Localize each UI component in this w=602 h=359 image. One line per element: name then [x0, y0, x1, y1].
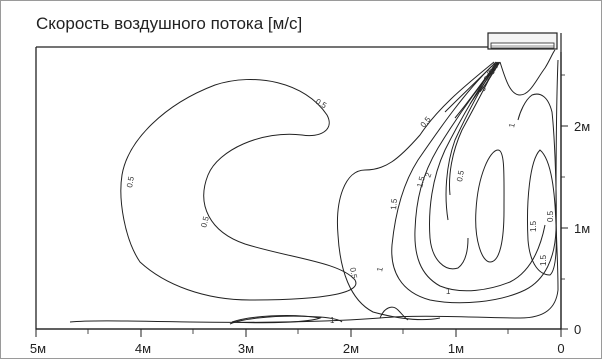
y-tick-1m: 1м: [574, 221, 590, 236]
chart-title: Скорость воздушного потока [м/с]: [36, 14, 303, 33]
contour-label-1.5-b: 1.5: [415, 175, 427, 189]
contour-lines: [69, 49, 559, 325]
contour-1.5-a: [429, 63, 496, 270]
contour-label-0.5-c: 0.5: [199, 215, 211, 229]
contour-1.5-b: [527, 149, 557, 276]
x-tick-5m: 5м: [30, 341, 46, 356]
x-tick-3m: 3м: [238, 341, 254, 356]
contour-label-1-c: 1: [330, 316, 335, 325]
contour-label-1.5-a: 1.5: [389, 198, 399, 210]
indoor-unit-icon: [487, 32, 558, 50]
contour-jet-3: [469, 61, 499, 105]
contour-labels: 0.5 0.5 0.5 0.5 0.5 0.5 0.5 1 1 1 1 1.5 …: [125, 61, 555, 325]
x-tick-4m: 4м: [135, 341, 151, 356]
x-tick-0: 0: [557, 341, 564, 356]
contour-1-main: [391, 65, 557, 304]
contour-label-1-d: 1: [507, 122, 517, 128]
contour-label-0.5-a: 0.5: [314, 97, 329, 111]
contour-floor-bump: [379, 306, 409, 321]
contour-0.5-left: [120, 79, 357, 301]
contour-label-2: 2: [423, 171, 433, 179]
x-tick-2m: 2м: [343, 341, 359, 356]
contour-1-inner: [414, 62, 546, 292]
contour-label-0.5-e: 0.5: [419, 115, 433, 130]
y-tick-0: 0: [574, 322, 581, 337]
contour-1-floor: [229, 315, 343, 325]
contour-label-1.5-d: 1.5: [539, 254, 548, 266]
contour-label-1-a: 1: [375, 266, 385, 272]
contour-label-0.5-d: 0.5: [348, 267, 359, 280]
contour-0.5-right-outer: [336, 61, 495, 321]
contour-label-1-b: 1: [446, 287, 451, 296]
contour-jet-1: [444, 61, 497, 113]
contour-1-floor-loop: [231, 315, 322, 324]
contour-1.5-loop: [475, 149, 505, 263]
contour-jet-2: [454, 61, 498, 119]
contour-right-wall: [555, 59, 559, 291]
contour-label-0.5-g: 0.5: [546, 210, 555, 222]
bottom-axis: [35, 328, 562, 337]
contour-jet-5: [487, 61, 501, 81]
contour-ceiling-right: [499, 49, 556, 96]
contour-label-3: 3: [478, 84, 488, 93]
contour-label-0.5-b: 0.5: [125, 175, 136, 188]
contour-label-0.5-f: 0.5: [455, 169, 466, 182]
x-tick-1m: 1м: [448, 341, 464, 356]
contour-label-1.5-c: 1.5: [529, 220, 538, 232]
right-axis: [560, 33, 568, 330]
contour-0.5-floor: [69, 289, 559, 323]
y-tick-2m: 2м: [574, 119, 590, 134]
